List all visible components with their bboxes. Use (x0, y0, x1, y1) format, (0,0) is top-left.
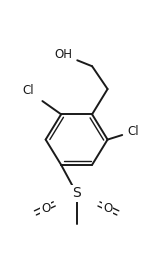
Text: Cl: Cl (128, 125, 140, 138)
Text: O: O (41, 202, 50, 215)
Text: OH: OH (55, 48, 73, 61)
Text: S: S (72, 186, 81, 200)
Text: Cl: Cl (22, 84, 34, 97)
Text: O: O (103, 202, 112, 215)
